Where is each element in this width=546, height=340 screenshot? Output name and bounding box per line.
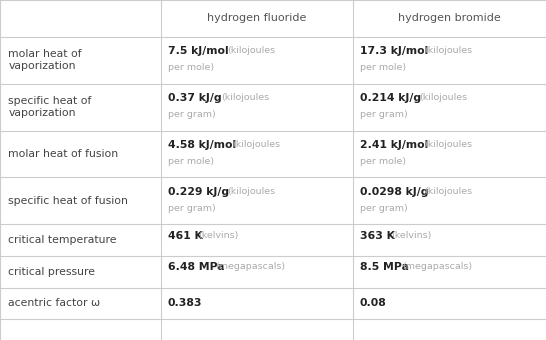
Text: 0.229 kJ/g: 0.229 kJ/g bbox=[168, 187, 229, 197]
Text: (kilojoules: (kilojoules bbox=[424, 187, 473, 196]
Text: 0.08: 0.08 bbox=[360, 299, 387, 308]
Text: (kelvins): (kelvins) bbox=[391, 231, 431, 240]
Text: (kilojoules: (kilojoules bbox=[227, 46, 275, 55]
Text: (megapascals): (megapascals) bbox=[402, 262, 472, 271]
Text: per mole): per mole) bbox=[360, 63, 406, 72]
Text: per gram): per gram) bbox=[168, 110, 215, 119]
Text: 2.41 kJ/mol: 2.41 kJ/mol bbox=[360, 140, 428, 150]
Text: per mole): per mole) bbox=[168, 63, 213, 72]
Text: (megapascals): (megapascals) bbox=[216, 262, 286, 271]
Text: 4.58 kJ/mol: 4.58 kJ/mol bbox=[168, 140, 236, 150]
Text: 7.5 kJ/mol: 7.5 kJ/mol bbox=[168, 46, 228, 56]
Text: (kilojoules: (kilojoules bbox=[227, 187, 275, 196]
Text: specific heat of fusion: specific heat of fusion bbox=[8, 196, 128, 206]
Text: molar heat of
vaporization: molar heat of vaporization bbox=[8, 49, 82, 71]
Text: 461 K: 461 K bbox=[168, 231, 203, 241]
Text: 0.37 kJ/g: 0.37 kJ/g bbox=[168, 93, 221, 103]
Text: per gram): per gram) bbox=[360, 110, 407, 119]
Text: acentric factor ω: acentric factor ω bbox=[8, 299, 100, 308]
Text: hydrogen bromide: hydrogen bromide bbox=[398, 13, 501, 23]
Text: 0.0298 kJ/g: 0.0298 kJ/g bbox=[360, 187, 428, 197]
Text: 0.383: 0.383 bbox=[168, 299, 202, 308]
Text: critical temperature: critical temperature bbox=[8, 235, 117, 245]
Text: specific heat of
vaporization: specific heat of vaporization bbox=[8, 96, 92, 118]
Text: critical pressure: critical pressure bbox=[8, 267, 95, 277]
Text: (kilojoules: (kilojoules bbox=[419, 93, 467, 102]
Text: (kilojoules: (kilojoules bbox=[221, 93, 269, 102]
Text: per mole): per mole) bbox=[360, 157, 406, 166]
Text: per gram): per gram) bbox=[360, 204, 407, 213]
Text: (kilojoules: (kilojoules bbox=[424, 46, 473, 55]
Text: (kilojoules: (kilojoules bbox=[232, 140, 281, 149]
Text: 0.214 kJ/g: 0.214 kJ/g bbox=[360, 93, 421, 103]
Text: 6.48 MPa: 6.48 MPa bbox=[168, 262, 224, 272]
Text: hydrogen fluoride: hydrogen fluoride bbox=[207, 13, 307, 23]
Text: 8.5 MPa: 8.5 MPa bbox=[360, 262, 409, 272]
Text: 17.3 kJ/mol: 17.3 kJ/mol bbox=[360, 46, 428, 56]
Text: 363 K: 363 K bbox=[360, 231, 395, 241]
Text: molar heat of fusion: molar heat of fusion bbox=[8, 149, 118, 159]
Text: per mole): per mole) bbox=[168, 157, 213, 166]
Text: per gram): per gram) bbox=[168, 204, 215, 213]
Text: (kilojoules: (kilojoules bbox=[424, 140, 473, 149]
Text: (kelvins): (kelvins) bbox=[199, 231, 239, 240]
